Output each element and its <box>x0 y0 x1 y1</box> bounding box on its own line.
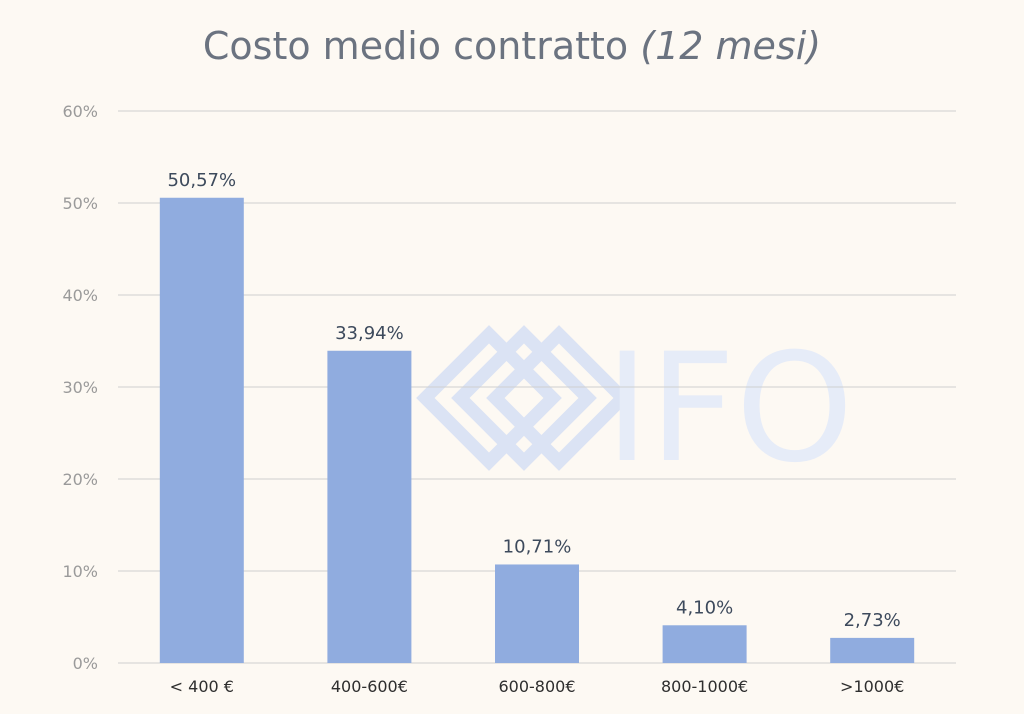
bar <box>830 637 915 663</box>
data-label: 4,10% <box>676 597 733 618</box>
y-tick-label: 0% <box>73 654 98 673</box>
bar <box>327 350 412 663</box>
data-label: 33,94% <box>335 323 404 344</box>
x-tick-label: 400-600€ <box>331 677 408 696</box>
x-tick-label: 600-800€ <box>498 677 575 696</box>
y-tick-label: 30% <box>62 378 98 397</box>
bar <box>495 564 579 663</box>
chart-title-suffix: (12 mesi) <box>640 24 822 68</box>
y-tick-label: 60% <box>62 102 98 121</box>
data-label: 2,73% <box>844 610 901 631</box>
y-tick-label: 50% <box>62 194 98 213</box>
chart-title-main: Costo medio contratto <box>202 24 629 68</box>
x-tick-label: 800-1000€ <box>661 677 748 696</box>
x-tick-label: >1000€ <box>840 677 904 696</box>
data-label: 10,71% <box>503 536 572 557</box>
chart-title: Costo medio contratto (12 mesi) <box>0 24 1024 68</box>
y-tick-label: 20% <box>62 470 98 489</box>
watermark-text: IFO <box>605 322 854 496</box>
x-tick-label: < 400 € <box>170 677 234 696</box>
ifo-watermark-logo: IFO <box>416 322 854 496</box>
bar <box>159 197 244 664</box>
bar <box>662 625 747 663</box>
y-tick-label: 40% <box>62 286 98 305</box>
data-label: 50,57% <box>167 170 236 191</box>
y-tick-label: 10% <box>62 562 98 581</box>
